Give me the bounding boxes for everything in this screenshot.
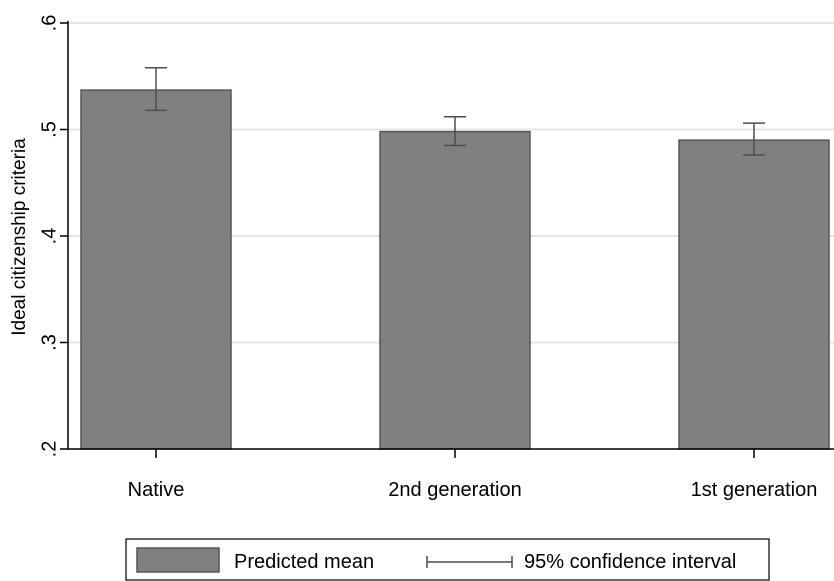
legend-label-confidence-interval: 95% confidence interval [524, 551, 736, 573]
x-ticks: Native 2nd generation 1st generation [128, 449, 818, 501]
legend-swatch-predicted-mean [136, 547, 220, 573]
error-bar [743, 122, 765, 156]
legend-label-predicted-mean: Predicted mean [234, 551, 374, 573]
y-tick-label: .4 [38, 228, 60, 245]
error-bar [444, 115, 466, 147]
y-ticks: .2 .3 .4 .5 .6 [38, 15, 68, 458]
legend-swatch-confidence-interval [426, 556, 513, 568]
bar [80, 89, 232, 450]
y-tick-label: .6 [38, 15, 60, 32]
y-tick-label: .3 [38, 334, 60, 351]
error-bar [145, 66, 167, 112]
x-tick-label: Native [128, 479, 185, 501]
x-tick-label: 2nd generation [388, 479, 521, 501]
y-axis-title: Ideal citizenship criteria [9, 138, 30, 336]
axes [67, 21, 834, 450]
error-bars [145, 66, 765, 156]
y-tick-label: .2 [38, 441, 60, 458]
x-tick-label: 1st generation [691, 479, 818, 501]
bar [678, 139, 830, 450]
y-tick-label: .5 [38, 121, 60, 138]
legend-frame [125, 538, 770, 581]
legend: Predicted mean 95% confidence interval [125, 538, 770, 581]
bar [379, 130, 531, 450]
